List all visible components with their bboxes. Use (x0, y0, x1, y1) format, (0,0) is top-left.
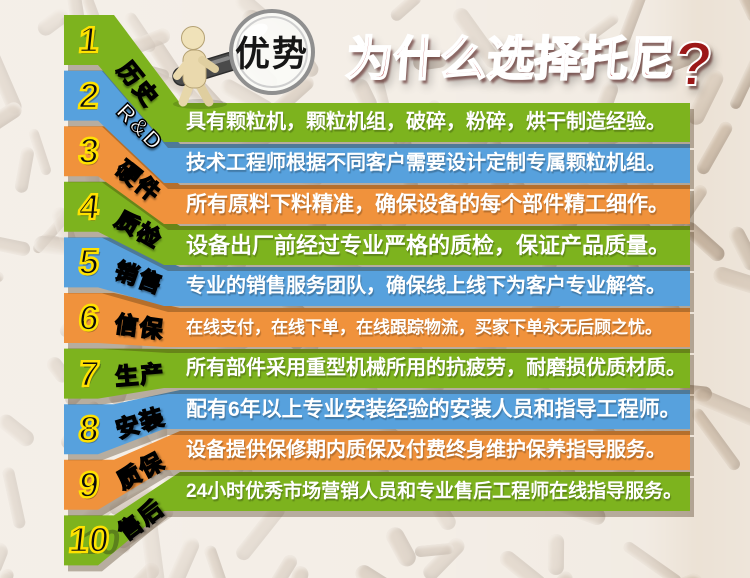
row-bar-text: 在线支付，在线下单，在线跟踪物流，买家下单永无后顾之忧。 (186, 318, 662, 337)
ribbon-row-9 (64, 431, 690, 510)
magnifier-icon: 优势 (229, 9, 315, 95)
ribbon-row-1 (64, 15, 690, 142)
ribbon-row-2 (64, 70, 690, 183)
ribbon-row-8 (64, 390, 690, 455)
row-bar-text: 配有6年以上专业安装经验的安装人员和指导工程师。 (186, 398, 681, 421)
row-bar-text: 技术工程师根据不同客户需要设计定制专属颗粒机组。 (186, 152, 666, 174)
mascot-figure-icon (173, 26, 227, 109)
headline: 为什么选择托尼? (343, 20, 716, 100)
row-bar-text: 所有部件采用重型机械所用的抗疲劳，耐磨损优质材质。 (186, 357, 686, 379)
row-bar-text: 所有原料下料精准，确保设备的每个部件精工细作。 (186, 193, 669, 216)
row-bar-text: 设备出厂前经过专业严格的质检，保证产品质量。 (186, 233, 671, 258)
ribbon-row-3 (64, 126, 690, 224)
ribbon-row-4 (64, 181, 690, 265)
headline-text: 为什么选择托尼 (343, 31, 678, 86)
ribbon-row-7 (64, 348, 690, 399)
badge-text: 优势 (235, 34, 309, 75)
headline-question-mark: ? (671, 29, 716, 100)
row-bar-text: 专业的销售服务团队，确保线上线下为客户专业解答。 (186, 275, 666, 297)
ribbon-row-6 (64, 293, 690, 347)
ribbon-row-10 (64, 472, 690, 566)
row-bar-text: 24小时优秀市场营销人员和专业售后工程师在线指导服务。 (186, 481, 683, 502)
row-bar-text: 具有颗粒机，颗粒机组，破碎，粉碎，烘干制造经验。 (186, 111, 666, 133)
ribbon-row-5 (64, 237, 690, 306)
row-bar-text: 设备提供保修期内质保及付费终身维护保养指导服务。 (186, 439, 666, 461)
